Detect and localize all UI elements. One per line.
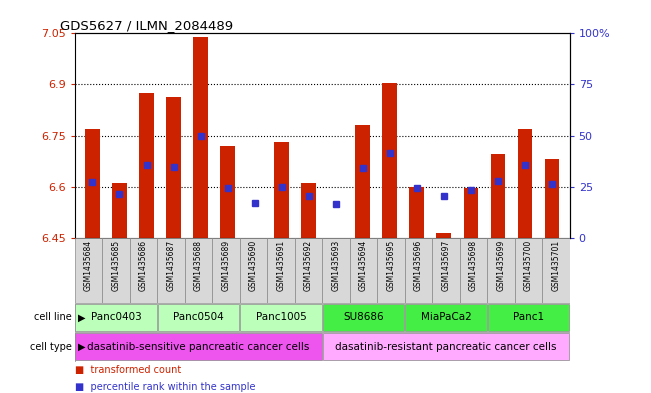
Text: GSM1435698: GSM1435698 [469,240,478,291]
Bar [112,183,127,238]
Text: GDS5627 / ILMN_2084489: GDS5627 / ILMN_2084489 [60,19,233,32]
Text: cell line: cell line [34,312,72,322]
Bar [488,304,569,331]
Text: GSM1435697: GSM1435697 [441,240,450,291]
Bar [436,233,451,238]
Bar [350,238,377,303]
Text: ■  transformed count: ■ transformed count [75,365,181,375]
Bar [274,142,289,238]
Bar [545,160,559,238]
Text: ▶: ▶ [78,342,86,352]
Text: GSM1435693: GSM1435693 [331,240,340,291]
Bar [323,304,404,331]
Bar [377,238,405,303]
Text: Panc0504: Panc0504 [173,312,224,322]
Text: GSM1435688: GSM1435688 [194,240,203,291]
Bar [406,304,486,331]
Text: dasatinib-resistant pancreatic cancer cells: dasatinib-resistant pancreatic cancer ce… [335,342,557,352]
Text: GSM1435690: GSM1435690 [249,240,258,291]
Bar [464,188,478,238]
Text: GSM1435692: GSM1435692 [304,240,313,291]
Bar [460,238,487,303]
Text: GSM1435701: GSM1435701 [551,240,561,291]
Text: GSM1435700: GSM1435700 [524,240,533,291]
Text: GSM1435699: GSM1435699 [497,240,505,291]
Bar [323,333,569,360]
Bar [518,129,533,238]
Text: GSM1435695: GSM1435695 [387,240,395,291]
Bar [220,146,235,238]
Bar [76,304,157,331]
Text: GSM1435689: GSM1435689 [221,240,230,291]
Text: Panc0403: Panc0403 [90,312,141,322]
Text: SU8686: SU8686 [343,312,384,322]
Text: dasatinib-sensitive pancreatic cancer cells: dasatinib-sensitive pancreatic cancer ce… [87,342,310,352]
Text: MiaPaCa2: MiaPaCa2 [421,312,471,322]
Text: cell type: cell type [30,342,72,352]
Text: Panc1005: Panc1005 [256,312,307,322]
Bar [158,238,185,303]
Text: ■  percentile rank within the sample: ■ percentile rank within the sample [75,382,255,392]
Text: GSM1435694: GSM1435694 [359,240,368,291]
Bar [405,238,432,303]
Bar [487,238,515,303]
Bar [102,238,130,303]
Bar [268,238,295,303]
Bar [322,238,350,303]
Bar [85,129,100,238]
Bar [491,154,505,238]
Text: GSM1435684: GSM1435684 [84,240,93,291]
Bar [130,238,158,303]
Bar [240,238,268,303]
Bar [158,304,239,331]
Text: GSM1435696: GSM1435696 [414,240,423,291]
Bar [295,238,322,303]
Bar [301,183,316,238]
Bar [193,37,208,238]
Text: ▶: ▶ [78,312,86,322]
Text: GSM1435687: GSM1435687 [167,240,176,291]
Bar [185,238,212,303]
Bar [76,333,322,360]
Bar [542,238,570,303]
Bar [166,97,181,238]
Bar [75,238,102,303]
Bar [432,238,460,303]
Text: GSM1435685: GSM1435685 [111,240,120,291]
Text: Panc1: Panc1 [513,312,544,322]
Bar [240,304,322,331]
Bar [212,238,240,303]
Bar [139,93,154,238]
Bar [382,83,397,238]
Bar [515,238,542,303]
Bar [355,125,370,238]
Text: GSM1435691: GSM1435691 [277,240,286,291]
Text: GSM1435686: GSM1435686 [139,240,148,291]
Bar [409,187,424,238]
